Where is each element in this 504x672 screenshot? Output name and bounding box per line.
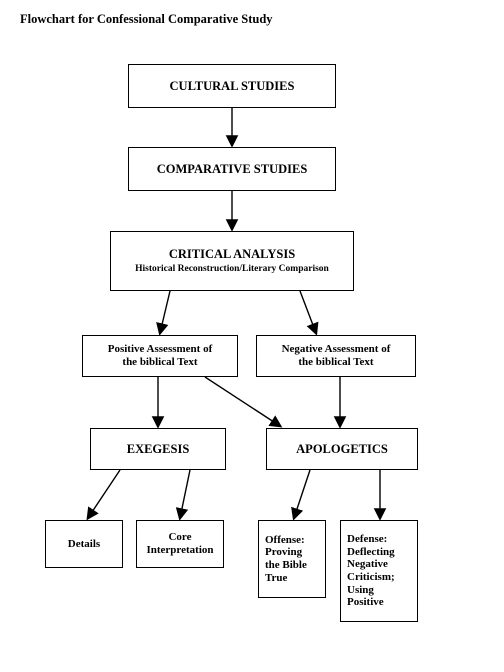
edge-critical-positive [160, 291, 170, 333]
node-apologetics: APOLOGETICS [266, 428, 418, 470]
page-title: Flowchart for Confessional Comparative S… [20, 12, 273, 27]
node-details-label: Details [68, 538, 100, 551]
edge-exegesis-core [180, 470, 190, 518]
node-offense-label: Offense:Provingthe BibleTrue [265, 534, 307, 585]
edge-critical-negative [300, 291, 316, 333]
edge-apologetics-offense [294, 470, 310, 518]
node-core: CoreInterpretation [136, 520, 224, 568]
node-defense: Defense:Deflecting NegativeCriticism; Us… [340, 520, 418, 622]
node-negative: Negative Assessment ofthe biblical Text [256, 335, 416, 377]
node-comparative-label: COMPARATIVE STUDIES [157, 162, 308, 176]
node-details: Details [45, 520, 123, 568]
node-core-label: CoreInterpretation [146, 531, 213, 556]
node-cultural: CULTURAL STUDIES [128, 64, 336, 108]
node-defense-label: Defense:Deflecting NegativeCriticism; Us… [347, 533, 411, 609]
node-exegesis-label: EXEGESIS [127, 442, 190, 456]
node-comparative: COMPARATIVE STUDIES [128, 147, 336, 191]
node-positive-label: Positive Assessment ofthe biblical Text [108, 343, 213, 368]
node-critical-label: CRITICAL ANALYSIS [169, 247, 295, 261]
node-positive: Positive Assessment ofthe biblical Text [82, 335, 238, 377]
node-critical: CRITICAL ANALYSIS Historical Reconstruct… [110, 231, 354, 291]
edge-positive-apologetics [205, 377, 280, 426]
node-critical-sub: Historical Reconstruction/Literary Compa… [135, 264, 329, 275]
node-negative-label: Negative Assessment ofthe biblical Text [282, 343, 391, 368]
node-apologetics-label: APOLOGETICS [296, 442, 388, 456]
node-cultural-label: CULTURAL STUDIES [170, 79, 295, 93]
node-exegesis: EXEGESIS [90, 428, 226, 470]
node-offense: Offense:Provingthe BibleTrue [258, 520, 326, 598]
edge-exegesis-details [88, 470, 120, 518]
